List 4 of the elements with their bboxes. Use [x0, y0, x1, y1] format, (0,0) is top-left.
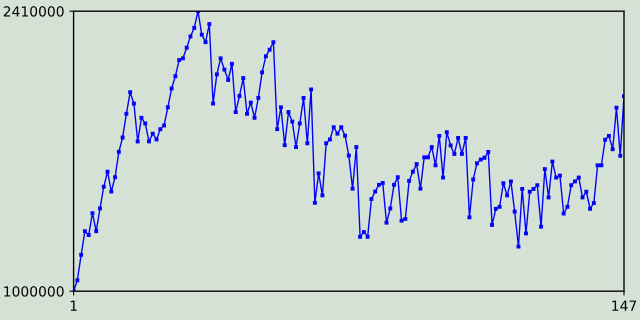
- y-tick-label: 2410000: [4, 6, 64, 17]
- x-tick-label: 147: [612, 300, 636, 311]
- x-tick-label: 1: [70, 300, 77, 311]
- y-tick-label: 1000000: [4, 286, 64, 297]
